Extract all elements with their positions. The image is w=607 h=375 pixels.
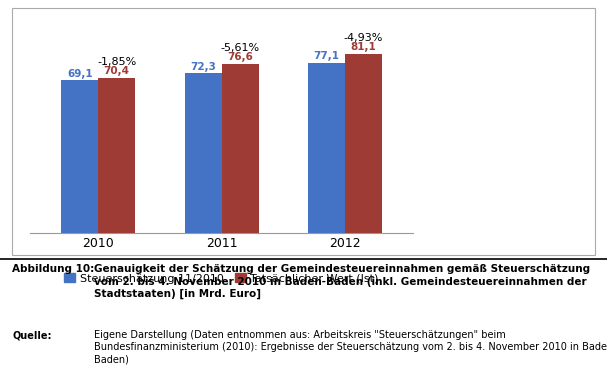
Text: Eigene Darstellung (Daten entnommen aus: Arbeitskreis "Steuerschätzungen" beim
B: Eigene Darstellung (Daten entnommen aus:…: [94, 330, 607, 365]
Bar: [308, 63, 345, 232]
Bar: [61, 80, 98, 232]
Bar: [345, 54, 382, 232]
Text: 81,1: 81,1: [350, 42, 376, 52]
Text: 72,3: 72,3: [190, 62, 216, 72]
Text: -4,93%: -4,93%: [344, 33, 383, 43]
Text: 69,1: 69,1: [67, 69, 92, 79]
Text: 70,4: 70,4: [104, 66, 130, 76]
Text: -1,85%: -1,85%: [97, 57, 137, 66]
Bar: [185, 74, 222, 232]
Text: -5,61%: -5,61%: [220, 43, 260, 53]
Bar: [222, 64, 259, 232]
Text: Genauigkeit der Schätzung der Gemeindesteuereinnahmen gemäß Steuerschätzung
vom : Genauigkeit der Schätzung der Gemeindest…: [94, 264, 590, 300]
Text: 77,1: 77,1: [313, 51, 339, 61]
Text: Quelle:: Quelle:: [12, 330, 52, 340]
Bar: [98, 78, 135, 232]
Legend: Steuerschätzung 11/2010, Tatsächlicher Wert (Ist): Steuerschätzung 11/2010, Tatsächlicher W…: [64, 273, 379, 284]
Text: Abbildung 10:: Abbildung 10:: [12, 264, 95, 274]
Text: 76,6: 76,6: [227, 52, 253, 62]
